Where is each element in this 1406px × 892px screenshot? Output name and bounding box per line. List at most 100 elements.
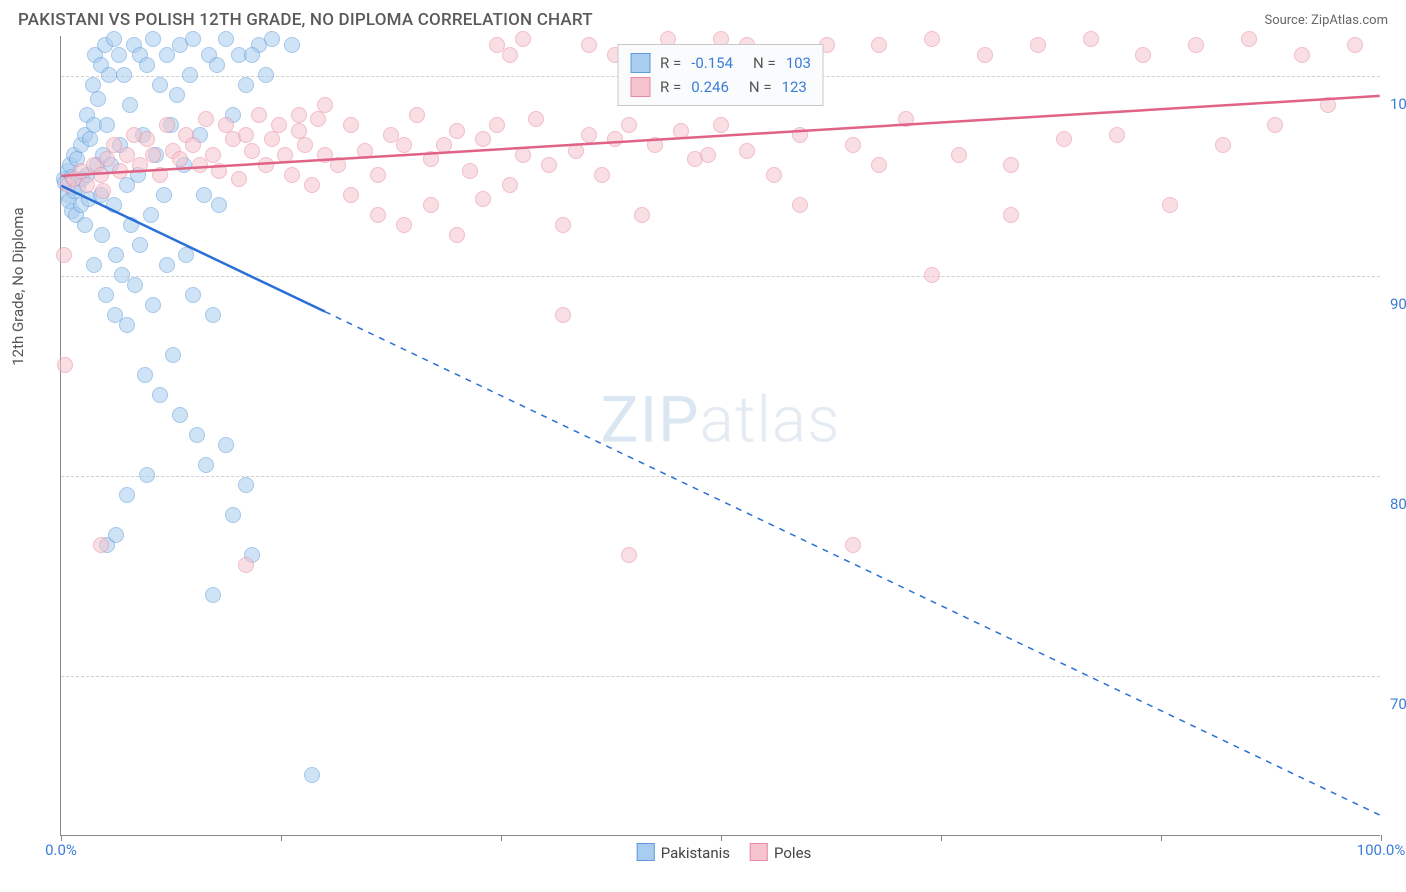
data-point-poles xyxy=(634,207,650,223)
data-point-poles xyxy=(475,131,491,147)
series-legend: PakistanisPoles xyxy=(637,843,812,862)
data-point-pakistanis xyxy=(123,217,139,233)
data-point-poles xyxy=(1347,37,1363,53)
data-point-poles xyxy=(1188,37,1204,53)
data-point-pakistanis xyxy=(238,77,254,93)
y-tick-label: 80.0% xyxy=(1390,495,1406,513)
data-point-poles xyxy=(423,197,439,213)
data-point-poles xyxy=(1083,31,1099,47)
data-point-poles xyxy=(1135,47,1151,63)
data-point-poles xyxy=(489,117,505,133)
data-point-poles xyxy=(898,111,914,127)
data-point-poles xyxy=(436,137,452,153)
header: PAKISTANI VS POLISH 12TH GRADE, NO DIPLO… xyxy=(0,0,1406,36)
data-point-pakistanis xyxy=(218,31,234,47)
data-point-poles xyxy=(581,37,597,53)
data-point-pakistanis xyxy=(108,527,124,543)
data-point-pakistanis xyxy=(116,67,132,83)
data-point-poles xyxy=(871,37,887,53)
data-point-pakistanis xyxy=(152,387,168,403)
data-point-poles xyxy=(211,163,227,179)
legend-swatch xyxy=(750,843,768,861)
data-point-pakistanis xyxy=(185,31,201,47)
x-tick-label: 0.0% xyxy=(45,841,77,859)
data-point-poles xyxy=(152,167,168,183)
data-point-poles xyxy=(185,137,201,153)
scatter-plot: ZIPatlas R =-0.154N =103R =0.246N =123 7… xyxy=(60,36,1380,836)
data-point-pakistanis xyxy=(106,31,122,47)
data-point-poles xyxy=(264,131,280,147)
data-point-poles xyxy=(1030,37,1046,53)
data-point-poles xyxy=(568,143,584,159)
data-point-poles xyxy=(792,197,808,213)
correlation-legend: R =-0.154N =103R =0.246N =123 xyxy=(617,44,824,106)
data-point-pakistanis xyxy=(98,287,114,303)
data-point-poles xyxy=(396,137,412,153)
data-point-pakistanis xyxy=(205,307,221,323)
data-point-pakistanis xyxy=(119,317,135,333)
data-point-poles xyxy=(205,147,221,163)
data-point-poles xyxy=(977,47,993,63)
source-attribution: Source: ZipAtlas.com xyxy=(1264,13,1388,28)
data-point-pakistanis xyxy=(218,437,234,453)
data-point-poles xyxy=(56,247,72,263)
data-point-pakistanis xyxy=(284,37,300,53)
data-point-poles xyxy=(673,123,689,139)
legend-item-pakistanis: Pakistanis xyxy=(637,843,730,862)
data-point-poles xyxy=(541,157,557,173)
data-point-pakistanis xyxy=(122,97,138,113)
x-tick xyxy=(501,835,502,841)
data-point-pakistanis xyxy=(205,587,221,603)
data-point-poles xyxy=(1241,31,1257,47)
data-point-poles xyxy=(244,143,260,159)
y-tick-label: 90.0% xyxy=(1390,295,1406,313)
data-point-poles xyxy=(357,143,373,159)
y-tick-label: 70.0% xyxy=(1390,695,1406,713)
chart-title: PAKISTANI VS POLISH 12TH GRADE, NO DIPLO… xyxy=(18,10,593,30)
data-point-pakistanis xyxy=(196,187,212,203)
data-point-pakistanis xyxy=(304,767,320,783)
data-point-poles xyxy=(271,117,287,133)
data-point-poles xyxy=(581,127,597,143)
data-point-poles xyxy=(145,147,161,163)
data-point-poles xyxy=(277,147,293,163)
data-point-pakistanis xyxy=(99,117,115,133)
data-point-poles xyxy=(515,147,531,163)
data-point-poles xyxy=(1294,47,1310,63)
data-point-pakistanis xyxy=(90,91,106,107)
data-point-poles xyxy=(449,227,465,243)
trend-lines xyxy=(61,36,1380,835)
data-point-poles xyxy=(555,217,571,233)
gridline-h xyxy=(61,676,1380,677)
data-point-poles xyxy=(396,217,412,233)
data-point-pakistanis xyxy=(178,247,194,263)
data-point-poles xyxy=(594,167,610,183)
data-point-poles xyxy=(409,107,425,123)
data-point-pakistanis xyxy=(244,47,260,63)
data-point-pakistanis xyxy=(169,87,185,103)
data-point-pakistanis xyxy=(145,297,161,313)
data-point-poles xyxy=(343,117,359,133)
data-point-pakistanis xyxy=(225,507,241,523)
data-point-poles xyxy=(924,267,940,283)
data-point-poles xyxy=(475,191,491,207)
data-point-poles xyxy=(528,111,544,127)
data-point-poles xyxy=(317,97,333,113)
data-point-poles xyxy=(343,187,359,203)
legend-swatch xyxy=(630,53,650,73)
data-point-pakistanis xyxy=(101,67,117,83)
data-point-poles xyxy=(647,137,663,153)
data-point-poles xyxy=(713,117,729,133)
data-point-poles xyxy=(159,117,175,133)
data-point-poles xyxy=(238,127,254,143)
data-point-pakistanis xyxy=(143,207,159,223)
data-point-poles xyxy=(93,167,109,183)
data-point-poles xyxy=(515,31,531,47)
data-point-pakistanis xyxy=(77,217,93,233)
data-point-poles xyxy=(198,111,214,127)
data-point-pakistanis xyxy=(111,47,127,63)
data-point-poles xyxy=(330,157,346,173)
data-point-pakistanis xyxy=(172,407,188,423)
x-tick xyxy=(721,835,722,841)
x-tick xyxy=(1161,835,1162,841)
